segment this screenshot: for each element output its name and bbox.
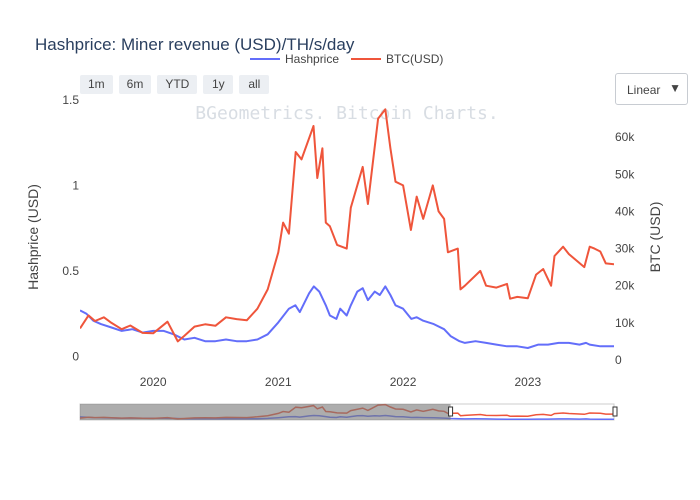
- x-axis-ticks: 2020 2021 2022 2023: [140, 375, 542, 389]
- range-slider-mask: [80, 404, 451, 420]
- right-tick-label: 50k: [615, 167, 635, 181]
- legend-item-hashprice[interactable]: Hashprice: [250, 52, 339, 66]
- right-tick-label: 60k: [615, 130, 635, 144]
- scale-dropdown-value: Linear: [627, 83, 661, 97]
- right-tick-label: 40k: [615, 204, 635, 218]
- range-button-6m[interactable]: 6m: [118, 75, 152, 94]
- range-slider-handle-right[interactable]: [612, 406, 618, 417]
- left-tick-label: 0.5: [62, 264, 79, 278]
- range-slider-handle-left[interactable]: [448, 406, 454, 417]
- x-tick-label: 2020: [140, 375, 167, 389]
- dropdown-arrow-icon: ▼: [669, 81, 681, 95]
- range-button-ytd[interactable]: YTD: [157, 75, 198, 94]
- left-axis-label: Hashprice (USD): [25, 184, 41, 290]
- plot-area: [80, 108, 614, 349]
- legend-swatch-btc: [351, 58, 382, 60]
- x-tick-label: 2022: [390, 375, 417, 389]
- left-axis-ticks: 0 0.5 1 1.5: [62, 93, 79, 364]
- range-button-1y[interactable]: 1y: [203, 75, 234, 94]
- right-tick-label: 10k: [615, 316, 635, 330]
- right-tick-label: 20k: [615, 279, 635, 293]
- scale-dropdown[interactable]: Linear ▼: [615, 73, 688, 105]
- range-slider[interactable]: [79, 403, 618, 421]
- legend-swatch-hashprice: [250, 58, 280, 60]
- x-tick-label: 2023: [514, 375, 541, 389]
- range-button-1m[interactable]: 1m: [80, 75, 113, 94]
- x-tick-label: 2021: [265, 375, 292, 389]
- series-line-btc: [80, 108, 614, 343]
- series-line-hashprice: [80, 285, 614, 349]
- left-tick-label: 1: [72, 179, 79, 193]
- legend-label-hashprice: Hashprice: [285, 52, 340, 66]
- right-tick-label: 30k: [615, 242, 635, 256]
- chart-watermark: BGeometrics. Bitcoin Charts.: [195, 103, 498, 124]
- right-axis-ticks: 010k20k30k40k50k60k70k: [615, 93, 635, 367]
- legend: Hashprice BTC(USD): [250, 52, 443, 66]
- legend-item-btc[interactable]: BTC(USD): [351, 52, 443, 66]
- left-tick-label: 0: [72, 350, 79, 364]
- range-selector: 1m 6m YTD 1y all: [80, 75, 270, 94]
- right-tick-label: 0: [615, 353, 622, 367]
- right-axis-label: BTC (USD): [647, 202, 663, 273]
- range-button-all[interactable]: all: [239, 75, 270, 94]
- chart-title: Hashprice: Miner revenue (USD)/TH/s/day: [35, 35, 355, 54]
- left-tick-label: 1.5: [62, 93, 79, 107]
- legend-label-btc: BTC(USD): [386, 52, 444, 66]
